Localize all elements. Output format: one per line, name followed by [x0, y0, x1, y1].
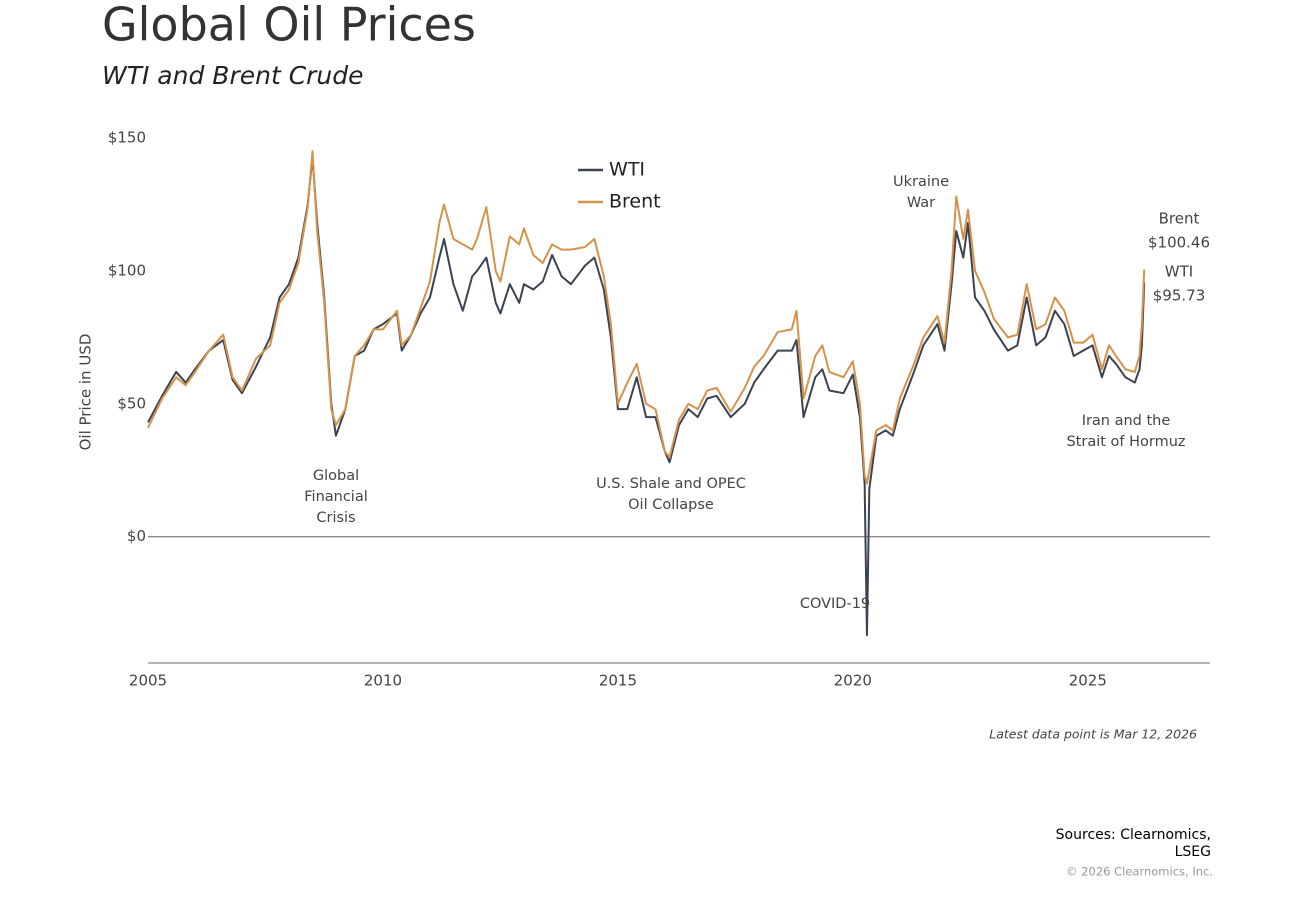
legend-label: WTI [609, 159, 645, 181]
end-label-name: Brent [1159, 210, 1200, 228]
y-tick-label: $100 [108, 261, 146, 279]
y-tick-label: $150 [108, 129, 146, 147]
annotation: Oil Collapse [628, 497, 714, 513]
annotation: Crisis [316, 510, 355, 526]
y-tick-label: $0 [127, 527, 146, 545]
annotation: Ukraine [893, 174, 949, 190]
end-label-value: $95.73 [1153, 287, 1206, 305]
series-line [147, 155, 1146, 637]
x-tick-label: 2020 [834, 672, 872, 690]
series-line [147, 150, 1146, 485]
y-axis-label: Oil Price in USD [77, 334, 95, 451]
annotation: Financial [304, 489, 368, 505]
x-tick-label: 2010 [364, 672, 402, 690]
annotation: U.S. Shale and OPEC [596, 476, 746, 492]
data-note: Latest data point is Mar 12, 2026 [989, 727, 1197, 742]
end-label-value: $100.46 [1148, 234, 1210, 252]
annotation: COVID-19 [800, 596, 870, 612]
y-tick-label: $50 [117, 394, 146, 412]
chart-title: Global Oil Prices [102, 0, 476, 52]
x-tick-label: 2025 [1069, 672, 1107, 690]
annotation: War [907, 195, 935, 211]
source: Sources: Clearnomics, [1056, 827, 1211, 843]
annotation: Iran and the [1082, 413, 1171, 429]
x-tick-label: 2005 [129, 672, 167, 690]
end-label-name: WTI [1165, 263, 1193, 281]
legend-label: Brent [609, 191, 661, 213]
chart-subtitle: WTI and Brent Crude [102, 61, 364, 90]
source: LSEG [1175, 844, 1211, 860]
annotation: Strait of Hormuz [1066, 434, 1185, 450]
x-tick-label: 2015 [599, 672, 637, 690]
copyright: © 2026 Clearnomics, Inc. [1066, 865, 1213, 879]
annotation: Global [313, 468, 359, 484]
